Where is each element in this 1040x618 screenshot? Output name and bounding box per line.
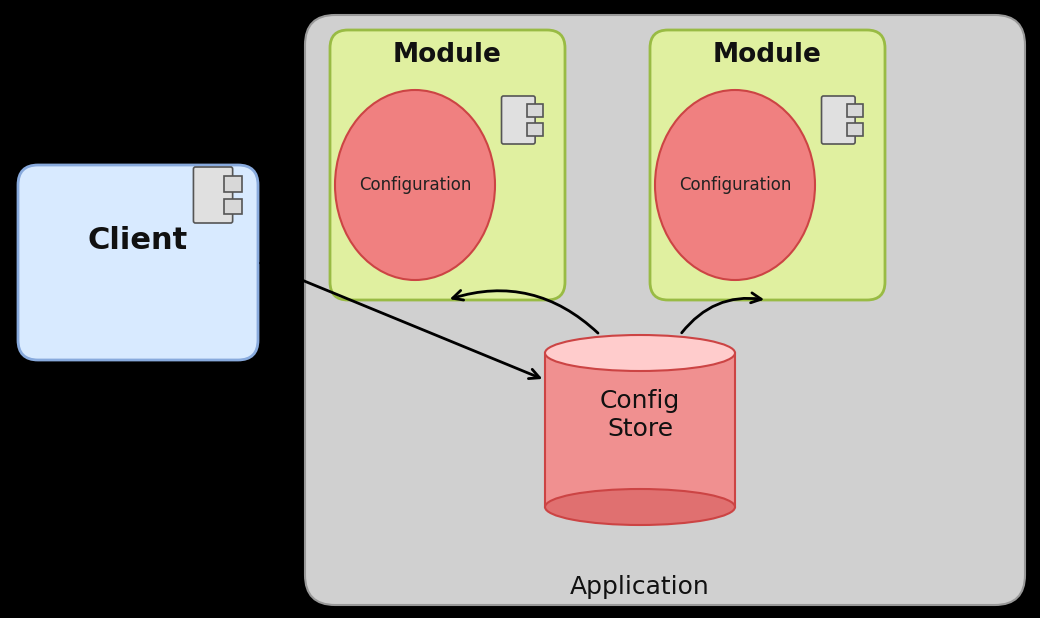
FancyBboxPatch shape [848,104,863,117]
Text: Config
Store: Config Store [600,389,680,441]
FancyBboxPatch shape [527,123,543,136]
Text: Configuration: Configuration [679,176,791,194]
FancyBboxPatch shape [18,165,258,360]
Ellipse shape [335,90,495,280]
Polygon shape [545,353,735,507]
FancyBboxPatch shape [224,198,241,214]
Text: Client: Client [87,226,188,255]
FancyBboxPatch shape [822,96,855,144]
FancyBboxPatch shape [650,30,885,300]
Text: Module: Module [712,42,822,68]
FancyBboxPatch shape [305,15,1025,605]
Text: Module: Module [392,42,501,68]
Ellipse shape [655,90,815,280]
FancyBboxPatch shape [848,123,863,136]
Text: Application: Application [570,575,710,599]
FancyBboxPatch shape [527,104,543,117]
Text: Configuration: Configuration [359,176,471,194]
FancyBboxPatch shape [330,30,565,300]
FancyBboxPatch shape [193,167,233,223]
FancyBboxPatch shape [224,176,241,192]
FancyBboxPatch shape [501,96,536,144]
Ellipse shape [545,335,735,371]
Ellipse shape [545,489,735,525]
